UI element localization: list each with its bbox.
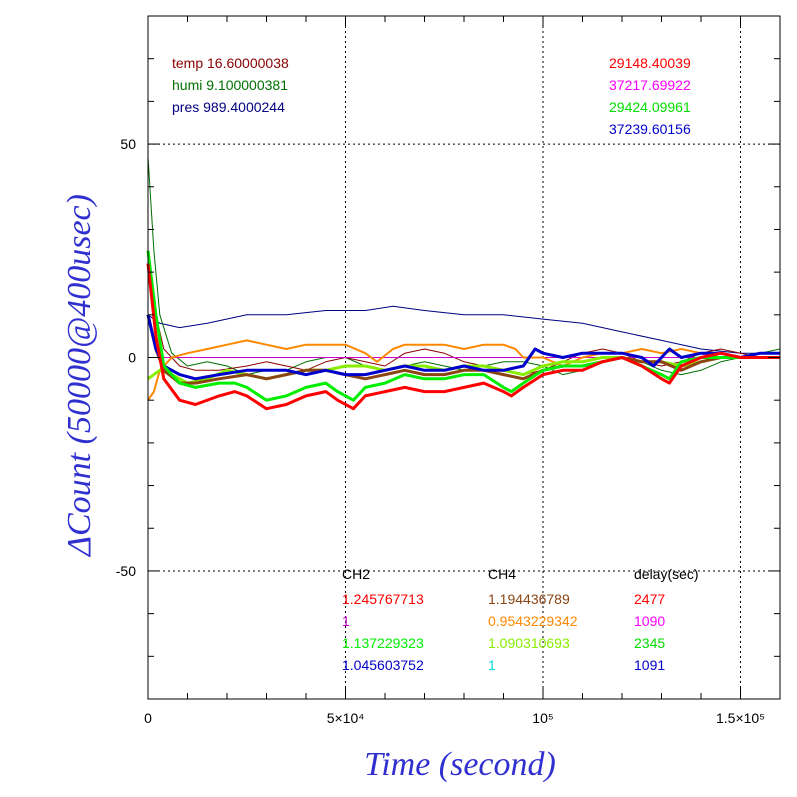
table-cell-delay: 1091 bbox=[634, 657, 665, 673]
y-axis-title: ΔCount (50000@400usec) bbox=[61, 194, 98, 558]
rate-label: 29424.09961 bbox=[609, 99, 691, 115]
x-tick-label: 1.5×10⁵ bbox=[716, 710, 765, 726]
series-line-4 bbox=[147, 339, 780, 401]
series-line-6 bbox=[146, 314, 780, 385]
x-axis-title: Time (second) bbox=[364, 746, 556, 783]
env-label: humi 9.100000381 bbox=[172, 77, 288, 93]
series-line-0 bbox=[147, 305, 780, 354]
table-cell-ch4: 1.090310693 bbox=[488, 635, 570, 651]
channel-table: CH2 CH4 delay(sec) 1.245767713 1.194436789 24… bbox=[342, 566, 699, 673]
table-header: CH4 bbox=[488, 566, 516, 582]
table-cell-ch4: 0.9543229342 bbox=[488, 613, 578, 629]
series-line-7 bbox=[146, 314, 780, 381]
series-line-9 bbox=[146, 263, 780, 411]
x-tick-label: 0 bbox=[144, 710, 152, 726]
table-cell-ch2: 1.245767713 bbox=[342, 591, 424, 607]
y-tick-label: 50 bbox=[120, 136, 136, 152]
x-tick-label: 10⁵ bbox=[532, 710, 553, 726]
table-cell-ch4: 1.194436789 bbox=[488, 591, 570, 607]
series-line-8 bbox=[146, 250, 780, 402]
x-tick-label: 5×10⁴ bbox=[327, 710, 365, 726]
table-cell-delay: 1090 bbox=[634, 613, 665, 629]
table-header: CH2 bbox=[342, 566, 370, 582]
rate-labels: 29148.40039 37217.69922 29424.09961 37239.6… bbox=[609, 55, 691, 137]
table-cell-ch2: 1 bbox=[342, 613, 350, 629]
table-cell-delay: 2477 bbox=[634, 591, 665, 607]
table-cell-delay: 2345 bbox=[634, 635, 665, 651]
env-label: temp 16.60000038 bbox=[172, 55, 289, 71]
rate-label: 37217.69922 bbox=[609, 77, 691, 93]
env-labels: temp 16.60000038 humi 9.100000381 pres 989… bbox=[172, 55, 289, 115]
table-cell-ch4: 1 bbox=[488, 657, 496, 673]
rate-label: 37239.60156 bbox=[609, 121, 691, 137]
table-header: delay(sec) bbox=[634, 566, 699, 582]
series-line-1 bbox=[147, 156, 781, 376]
series-group bbox=[146, 156, 781, 411]
table-cell-ch2: 1.045603752 bbox=[342, 657, 424, 673]
rate-label: 29148.40039 bbox=[609, 55, 691, 71]
tick-marks bbox=[147, 15, 781, 699]
y-tick-label: -50 bbox=[116, 563, 136, 579]
tick-labels: 0 5×10⁴ 10⁵ 1.5×10⁵ 50 0 -50 bbox=[116, 136, 765, 726]
table-cell-ch2: 1.137229323 bbox=[342, 635, 424, 651]
y-tick-label: 0 bbox=[128, 350, 136, 366]
env-label: pres 989.4000244 bbox=[172, 99, 285, 115]
